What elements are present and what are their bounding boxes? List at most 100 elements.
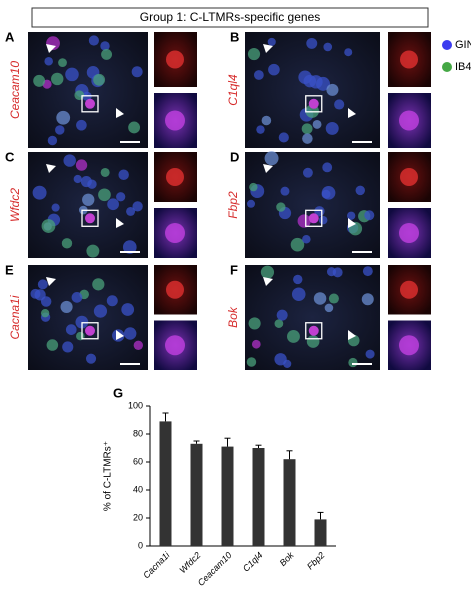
inset-signal [165,335,185,356]
roi-box [305,95,323,113]
panel-letter: D [230,149,239,164]
cell [302,167,313,178]
panel-letter: B [230,29,239,44]
roi-box [305,322,323,340]
cell [47,135,58,146]
y-axis-label: % of C-LTMRs⁺ [103,441,114,511]
cell [264,151,279,166]
cell [344,48,353,57]
cell [332,267,343,278]
cell [101,48,113,60]
arrowhead [46,44,56,53]
roi-cell [85,325,95,336]
cell [85,353,97,364]
cell [287,330,300,343]
legend-label: IB4 [455,61,471,73]
cell [51,203,60,212]
cell [118,169,129,181]
inset-signal [165,110,185,131]
cell [128,121,141,134]
legend-swatch [442,40,452,50]
cell [133,340,144,350]
cell [65,324,77,335]
cell [276,202,286,212]
x-tick-label: Bok [278,550,296,568]
x-tick-label: Fbp2 [305,550,327,572]
cell [75,159,88,171]
cell [334,99,345,110]
cell [123,327,137,340]
cell [44,57,53,66]
cell [321,185,336,200]
cell [323,42,333,52]
cell [267,37,276,46]
cell [73,174,82,184]
bar [221,446,234,546]
cell [274,319,284,328]
arrowhead [263,164,273,173]
x-tick-label: Ceacam10 [196,550,234,588]
cell [60,300,73,313]
inset-signal [399,335,419,356]
panel-letter: E [5,262,14,277]
inset-signal [400,50,418,69]
cell [88,35,99,46]
gene-label: Ceacam10 [8,61,22,119]
cell [306,335,320,348]
cell [312,119,322,129]
inset-signal [400,280,418,299]
inset-signal [166,280,184,299]
cell [249,182,258,192]
header-title: Group 1: C-LTMRs-specific genes [140,10,321,24]
cell [301,123,313,135]
panel-letter: C [5,149,15,164]
cell [322,162,333,173]
cell [86,244,100,258]
cell [55,125,65,135]
legend-swatch [442,62,452,72]
cell [318,215,328,225]
cell [62,341,74,353]
cell [37,279,48,290]
cell [298,70,312,84]
arrowhead [116,330,124,340]
gene-label: Wfdc2 [8,188,22,222]
cell [247,199,256,208]
inset-signal [399,223,419,243]
panel-letter: A [5,29,15,44]
y-tick-label: 20 [133,512,143,522]
bar [159,421,172,546]
arrowhead [116,108,124,118]
cell [46,339,59,351]
cell [261,115,272,126]
cell [355,185,365,196]
cell [302,234,311,244]
cell [361,293,374,306]
cell [41,219,56,233]
x-tick-label: C1ql4 [241,550,265,574]
arrowhead [348,218,356,228]
gene-label: Fbp2 [226,191,240,219]
cell [132,201,143,212]
cell [76,119,87,131]
cell [100,167,110,177]
y-tick-label: 0 [138,540,143,550]
cell [107,198,119,211]
cell [306,37,318,49]
x-tick-label: Wfdc2 [177,550,202,575]
roi-box [81,95,99,113]
cell [268,63,280,76]
cell [121,303,135,316]
cell [98,188,111,202]
cell [326,83,339,96]
cell [65,67,79,82]
inset-signal [165,223,185,243]
arrowhead [263,277,273,286]
cell [291,287,306,301]
cell [56,110,71,125]
cell [302,133,313,144]
gene-label: C1ql4 [226,74,240,106]
arrowhead [263,44,273,53]
cell [122,240,137,254]
